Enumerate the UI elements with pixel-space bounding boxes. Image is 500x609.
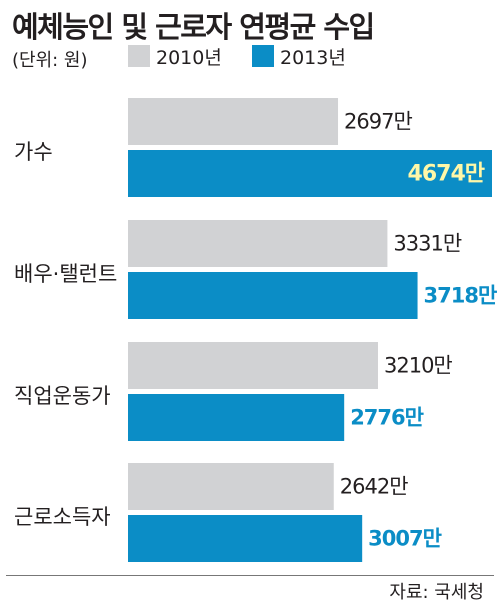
value-label-2013: 3718만 — [424, 284, 497, 308]
bar-2010 — [128, 220, 388, 267]
value-label-2013: 4674만 — [408, 162, 485, 187]
legend-item-2010: 2010년 — [128, 44, 222, 69]
value-label-2013: 2776만 — [350, 406, 423, 430]
value-label-2013: 3007만 — [368, 527, 441, 551]
value-label-2010: 3331만 — [393, 232, 461, 256]
unit-label: (단위: 원) — [12, 50, 88, 71]
value-label-2010: 2642만 — [340, 475, 408, 499]
legend-swatch-2013 — [252, 45, 274, 67]
footer-rule — [6, 575, 494, 576]
bar-2010 — [128, 463, 334, 510]
bar-2010 — [128, 342, 378, 389]
chart-title: 예체능인 및 근로자 연평균 수입 — [12, 10, 375, 44]
bar-2013 — [128, 272, 418, 319]
value-label-2010: 2697만 — [344, 110, 412, 134]
category-label: 가수 — [14, 140, 53, 164]
bar-2013 — [128, 150, 492, 197]
bar-2013 — [128, 515, 363, 562]
legend-label-2010: 2010년 — [156, 46, 222, 69]
legend-label-2013: 2013년 — [280, 46, 346, 69]
category-label: 근로소득자 — [14, 505, 111, 529]
value-label-2010: 3210만 — [384, 354, 452, 378]
bar-2013 — [128, 394, 345, 441]
legend-item-2013: 2013년 — [252, 44, 346, 69]
source-note: 자료: 국세청 — [389, 582, 484, 603]
category-label: 직업운동가 — [14, 384, 111, 408]
bar-2010 — [128, 98, 339, 145]
category-label: 배우·탤런트 — [14, 262, 117, 286]
legend-swatch-2010 — [128, 45, 150, 67]
